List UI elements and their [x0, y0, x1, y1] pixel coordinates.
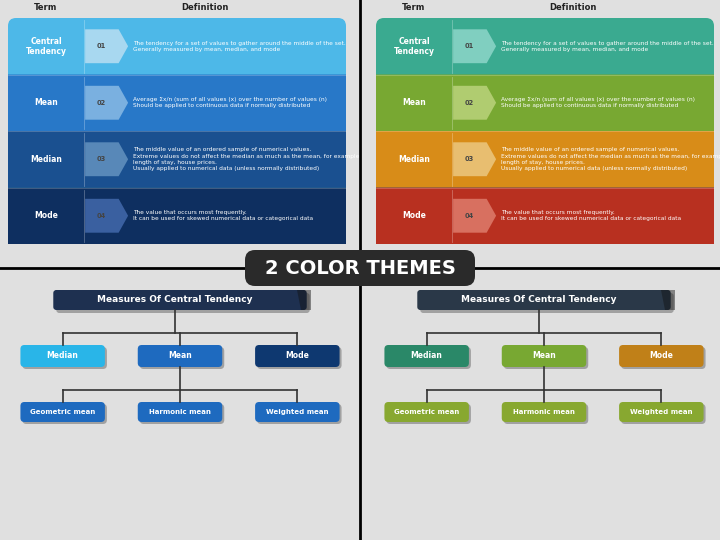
Polygon shape [453, 199, 496, 233]
Polygon shape [297, 290, 311, 310]
Text: Median: Median [410, 352, 443, 361]
FancyBboxPatch shape [257, 404, 341, 424]
Polygon shape [85, 86, 128, 120]
FancyBboxPatch shape [384, 402, 469, 422]
Text: Mode: Mode [34, 211, 58, 220]
FancyBboxPatch shape [8, 131, 346, 187]
FancyBboxPatch shape [619, 402, 703, 422]
FancyBboxPatch shape [376, 75, 714, 131]
Text: 2 COLOR THEMES: 2 COLOR THEMES [264, 259, 456, 278]
Text: Mean: Mean [34, 98, 58, 107]
Text: 03: 03 [96, 156, 106, 162]
FancyBboxPatch shape [245, 250, 475, 286]
Text: Average Σx/n (sum of all values (x) over the number of values (n)
Should be appl: Average Σx/n (sum of all values (x) over… [501, 97, 695, 109]
FancyBboxPatch shape [22, 404, 107, 424]
FancyBboxPatch shape [257, 347, 341, 369]
Text: Weighted mean: Weighted mean [630, 409, 693, 415]
Text: 04: 04 [465, 213, 474, 219]
FancyBboxPatch shape [8, 187, 346, 244]
FancyBboxPatch shape [140, 347, 224, 369]
Text: 02: 02 [465, 100, 474, 106]
FancyBboxPatch shape [502, 345, 586, 367]
FancyBboxPatch shape [384, 345, 469, 367]
FancyBboxPatch shape [418, 290, 671, 310]
Text: Measures Of Central Tendency: Measures Of Central Tendency [97, 295, 253, 305]
Text: The middle value of an ordered sample of numerical values.
Extreme values do not: The middle value of an ordered sample of… [501, 147, 720, 171]
Text: Average Σx/n (sum of all values (x) over the number of values (n)
Should be appl: Average Σx/n (sum of all values (x) over… [133, 97, 327, 109]
Text: Mode: Mode [285, 352, 310, 361]
Text: Term: Term [402, 3, 426, 12]
Text: Mode: Mode [402, 211, 426, 220]
Text: Geometric mean: Geometric mean [394, 409, 459, 415]
Text: The value that occurs most frequently.
It can be used for skewed numerical data : The value that occurs most frequently. I… [501, 210, 681, 221]
Polygon shape [453, 143, 496, 176]
FancyBboxPatch shape [20, 345, 105, 367]
Text: Harmonic mean: Harmonic mean [149, 409, 211, 415]
FancyBboxPatch shape [140, 404, 224, 424]
Text: 04: 04 [96, 213, 106, 219]
FancyBboxPatch shape [504, 347, 588, 369]
Text: Median: Median [398, 155, 430, 164]
FancyBboxPatch shape [56, 293, 310, 313]
Text: Harmonic mean: Harmonic mean [513, 409, 575, 415]
Text: The tendency for a set of values to gather around the middle of the set.
General: The tendency for a set of values to gath… [133, 40, 346, 52]
Text: Definition: Definition [549, 3, 597, 12]
Text: Central
Tendency: Central Tendency [394, 37, 435, 56]
FancyBboxPatch shape [376, 131, 714, 187]
FancyBboxPatch shape [138, 345, 222, 367]
FancyBboxPatch shape [20, 402, 105, 422]
Text: The tendency for a set of values to gather around the middle of the set.
General: The tendency for a set of values to gath… [501, 40, 714, 52]
FancyBboxPatch shape [621, 347, 706, 369]
FancyBboxPatch shape [376, 187, 714, 244]
Text: Geometric mean: Geometric mean [30, 409, 95, 415]
Text: Median: Median [47, 352, 78, 361]
Polygon shape [453, 29, 496, 63]
Text: 02: 02 [96, 100, 106, 106]
Text: The middle value of an ordered sample of numerical values.
Extreme values do not: The middle value of an ordered sample of… [133, 147, 361, 171]
Text: 01: 01 [465, 43, 474, 49]
Polygon shape [661, 290, 675, 310]
Polygon shape [85, 199, 128, 233]
Text: Mode: Mode [649, 352, 673, 361]
Text: Weighted mean: Weighted mean [266, 409, 328, 415]
Polygon shape [85, 29, 128, 63]
FancyBboxPatch shape [387, 347, 471, 369]
Text: Mean: Mean [402, 98, 426, 107]
Text: 03: 03 [465, 156, 474, 162]
Text: Definition: Definition [181, 3, 229, 12]
Text: Mean: Mean [532, 352, 556, 361]
Text: Median: Median [30, 155, 62, 164]
FancyBboxPatch shape [255, 402, 340, 422]
FancyBboxPatch shape [619, 345, 703, 367]
FancyBboxPatch shape [255, 345, 340, 367]
FancyBboxPatch shape [621, 404, 706, 424]
Text: Central
Tendency: Central Tendency [26, 37, 66, 56]
FancyBboxPatch shape [22, 347, 107, 369]
FancyBboxPatch shape [420, 293, 674, 313]
FancyBboxPatch shape [376, 18, 714, 244]
FancyBboxPatch shape [502, 402, 586, 422]
Text: Term: Term [35, 3, 58, 12]
FancyBboxPatch shape [8, 18, 346, 244]
FancyBboxPatch shape [387, 404, 471, 424]
Text: Mean: Mean [168, 352, 192, 361]
Polygon shape [85, 143, 128, 176]
Text: The value that occurs most frequently.
It can be used for skewed numerical data : The value that occurs most frequently. I… [133, 210, 313, 221]
FancyBboxPatch shape [8, 75, 346, 131]
FancyBboxPatch shape [53, 290, 307, 310]
Text: 01: 01 [96, 43, 106, 49]
Text: Measures Of Central Tendency: Measures Of Central Tendency [462, 295, 617, 305]
FancyBboxPatch shape [138, 402, 222, 422]
FancyBboxPatch shape [504, 404, 588, 424]
Polygon shape [453, 86, 496, 120]
